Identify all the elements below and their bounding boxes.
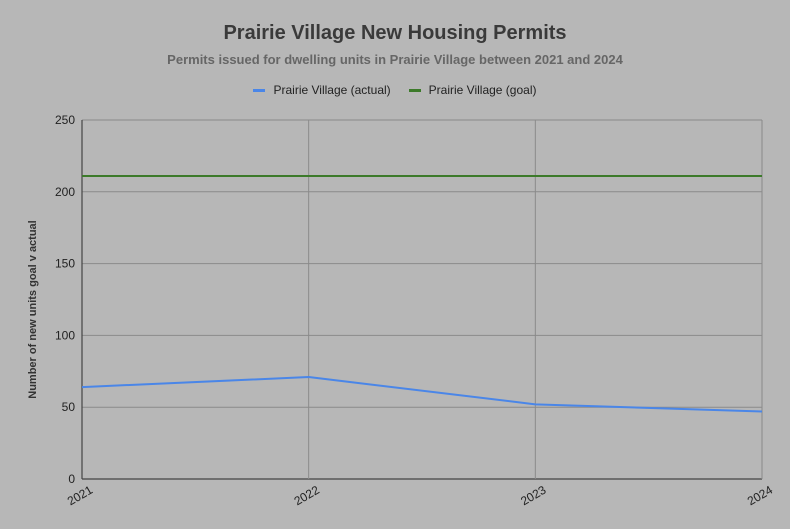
x-tick-label: 2021 <box>65 483 95 509</box>
y-tick-label: 150 <box>55 257 75 271</box>
legend-label-actual: Prairie Village (actual) <box>273 83 391 97</box>
y-tick-labels: 0 50 100 150 200 250 <box>55 113 75 486</box>
legend-label-goal: Prairie Village (goal) <box>428 83 537 97</box>
legend-item-goal[interactable]: Prairie Village (goal) <box>408 83 537 97</box>
y-tick-label: 250 <box>55 113 75 127</box>
grid <box>81 119 763 480</box>
chart-subtitle: Permits issued for dwelling units in Pra… <box>167 52 623 67</box>
y-tick-label: 200 <box>55 185 75 199</box>
y-tick-label: 50 <box>62 400 76 414</box>
x-tick-label: 2024 <box>745 483 775 509</box>
x-tick-label: 2022 <box>292 483 322 509</box>
legend: Prairie Village (actual) Prairie Village… <box>0 83 790 97</box>
chart-title: Prairie Village New Housing Permits <box>223 22 567 44</box>
y-tick-label: 100 <box>55 328 75 342</box>
y-tick-label: 0 <box>68 472 75 486</box>
legend-item-actual[interactable]: Prairie Village (actual) <box>253 83 391 97</box>
x-tick-label: 2023 <box>518 483 548 509</box>
x-tick-labels: 2021 2022 2023 2024 <box>65 483 775 509</box>
legend-swatch-goal <box>408 88 421 92</box>
series-lines <box>81 175 763 413</box>
y-axis-label: Number of new units goal v actual <box>27 220 39 398</box>
legend-swatch-actual <box>253 88 266 92</box>
series-line-0[interactable] <box>81 376 763 413</box>
